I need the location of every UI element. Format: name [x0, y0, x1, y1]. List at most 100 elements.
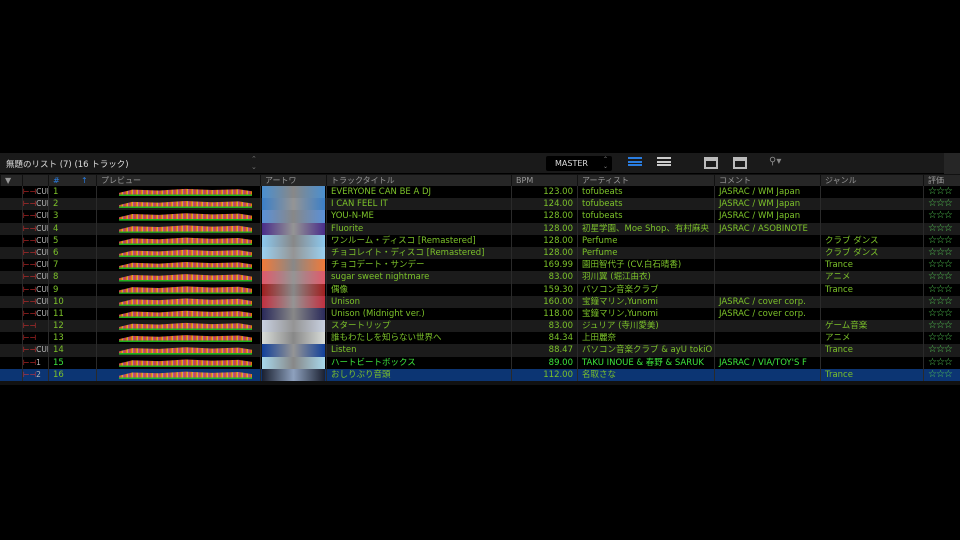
- list-view-icon[interactable]: [628, 157, 642, 169]
- col-artist[interactable]: アーティスト: [577, 175, 714, 186]
- waveform-preview[interactable]: [96, 344, 260, 357]
- rating-stars[interactable]: ☆☆☆: [923, 344, 960, 357]
- cue-indicator: ⊢⊣CUE: [22, 186, 48, 199]
- rating-stars[interactable]: ☆☆☆: [923, 356, 960, 369]
- rating-stars[interactable]: ☆☆☆: [923, 246, 960, 260]
- rating-stars[interactable]: ☆☆☆: [923, 186, 960, 199]
- row-filter-cell: [0, 357, 22, 369]
- waveform-preview[interactable]: [96, 295, 260, 308]
- waveform-graphic: [119, 310, 252, 319]
- track-row[interactable]: ⊢⊣CUE6 チョコレイト・ディスコ [Remastered]128.00Perf…: [0, 246, 960, 260]
- cue-indicator: ⊢⊣: [22, 332, 48, 345]
- waveform-preview[interactable]: [96, 210, 260, 223]
- row-filter-cell: [0, 198, 22, 210]
- track-row[interactable]: ⊢⊣1 15 ハートビートボックス 89.00 TAKU INOUE & 春野 & SA…: [0, 356, 960, 369]
- artwork-image: [262, 234, 325, 247]
- waveform-preview[interactable]: [96, 332, 260, 345]
- col-num[interactable]: # ↑: [48, 175, 96, 186]
- cue-indicator: ⊢⊣CUE: [22, 283, 48, 296]
- rating-stars[interactable]: ☆☆☆: [923, 222, 960, 235]
- track-row[interactable]: ⊢⊣2 16 おしりぶり音頭 112.00 名取さな Trance ☆☆☆: [0, 368, 960, 381]
- waveform-preview[interactable]: [96, 368, 260, 381]
- playlist-selector-arrows[interactable]: ⌃ ⌄: [251, 155, 257, 171]
- toolbar: 無題のリスト (7) (16 トラック) ⌃ ⌄ MASTER ⌃ ⌄ ⚲▾: [0, 153, 960, 174]
- waveform-preview[interactable]: [96, 198, 260, 211]
- track-comment: [714, 246, 820, 260]
- waveform-preview[interactable]: [96, 222, 260, 235]
- cue-indicator: ⊢⊣CUE: [22, 210, 48, 223]
- waveform-preview[interactable]: [96, 356, 260, 369]
- track-row[interactable]: ⊢⊣ 12 スタートリップ 83.00 ジュリア (寺川愛美) ゲーム音楽 ☆☆☆: [0, 320, 960, 333]
- side-panel-toggle[interactable]: [944, 153, 960, 174]
- cue-marker-icon: ⊢⊣: [23, 247, 37, 257]
- track-row[interactable]: ⊢⊣CUE5 ワンルーム・ディスコ [Remastered]128.00Perfu…: [0, 234, 960, 247]
- playlist-title: 無題のリスト (7) (16 トラック): [6, 160, 129, 170]
- rating-stars[interactable]: ☆☆☆: [923, 295, 960, 308]
- artwork-image: [262, 356, 325, 369]
- waveform-preview[interactable]: [96, 271, 260, 284]
- track-row[interactable]: ⊢⊣CUE2 I CAN FEEL IT124.00tofubeatsJASRAC…: [0, 198, 960, 211]
- waveform-preview[interactable]: [96, 186, 260, 199]
- track-bpm: 169.99: [511, 259, 577, 272]
- col-title[interactable]: トラックタイトル: [326, 175, 511, 186]
- panel-layout-icon[interactable]: [704, 157, 718, 169]
- track-artist: tofubeats: [577, 198, 714, 211]
- track-bpm: 160.00: [511, 295, 577, 308]
- track-row[interactable]: ⊢⊣ 13 誰もわたしを知らない世界へ 84.34 上田麗奈 アニメ ☆☆☆: [0, 332, 960, 345]
- filter-icon[interactable]: ▼: [0, 175, 22, 186]
- track-artist: 園田智代子 (CV.白石晴香): [577, 259, 714, 272]
- waveform-preview[interactable]: [96, 234, 260, 247]
- track-row[interactable]: ⊢⊣CUE1 EVERYONE CAN BE A DJ123.00tofubeat…: [0, 186, 960, 199]
- track-title: スタートリップ: [326, 320, 511, 333]
- track-genre: [820, 295, 923, 308]
- col-rating[interactable]: 評価: [923, 175, 960, 186]
- track-number: 12: [48, 320, 96, 333]
- rating-stars[interactable]: ☆☆☆: [923, 198, 960, 211]
- cue-marker-icon: ⊢⊣: [23, 260, 37, 270]
- waveform-preview[interactable]: [96, 307, 260, 321]
- cue-marker-icon: ⊢⊣: [23, 369, 37, 379]
- rating-stars[interactable]: ☆☆☆: [923, 210, 960, 223]
- track-artist: 宝鐘マリン,Yunomi: [577, 307, 714, 321]
- search-icon[interactable]: ⚲▾: [769, 156, 782, 167]
- track-comment: JASRAC / cover corp.: [714, 295, 820, 308]
- col-cue[interactable]: [22, 175, 48, 186]
- col-genre[interactable]: ジャンル: [820, 175, 923, 186]
- waveform-preview[interactable]: [96, 320, 260, 333]
- artwork-image: [262, 271, 325, 284]
- track-row[interactable]: ⊢⊣CUE11 Unison (Midnight ver.)118.00宝鐘マリン…: [0, 307, 960, 321]
- rating-stars[interactable]: ☆☆☆: [923, 271, 960, 284]
- col-artwork[interactable]: アートワ: [260, 175, 326, 186]
- rating-stars[interactable]: ☆☆☆: [923, 234, 960, 247]
- waveform-graphic: [119, 201, 252, 209]
- waveform-preview[interactable]: [96, 246, 260, 260]
- artwork: [260, 320, 326, 333]
- rating-stars[interactable]: ☆☆☆: [923, 332, 960, 345]
- track-genre: Trance: [820, 344, 923, 357]
- detail-list-icon[interactable]: [657, 157, 671, 169]
- col-bpm[interactable]: BPM: [511, 175, 577, 186]
- rating-stars[interactable]: ☆☆☆: [923, 259, 960, 272]
- track-number: 2: [48, 198, 96, 211]
- track-genre: アニメ: [820, 271, 923, 284]
- panel-layout-2-icon[interactable]: [733, 157, 747, 169]
- deck-selector[interactable]: MASTER ⌃ ⌄: [546, 156, 612, 171]
- rating-stars[interactable]: ☆☆☆: [923, 320, 960, 333]
- col-preview[interactable]: プレビュー: [96, 175, 260, 186]
- waveform-preview[interactable]: [96, 259, 260, 272]
- cue-indicator: ⊢⊣CUE: [22, 198, 48, 211]
- cue-marker-icon: ⊢⊣: [23, 199, 37, 209]
- rating-stars[interactable]: ☆☆☆: [923, 283, 960, 296]
- col-comment[interactable]: コメント: [714, 175, 820, 186]
- cue-label: CUE: [36, 272, 48, 282]
- rating-stars[interactable]: ☆☆☆: [923, 368, 960, 381]
- waveform-preview[interactable]: [96, 283, 260, 296]
- rating-stars[interactable]: ☆☆☆: [923, 307, 960, 321]
